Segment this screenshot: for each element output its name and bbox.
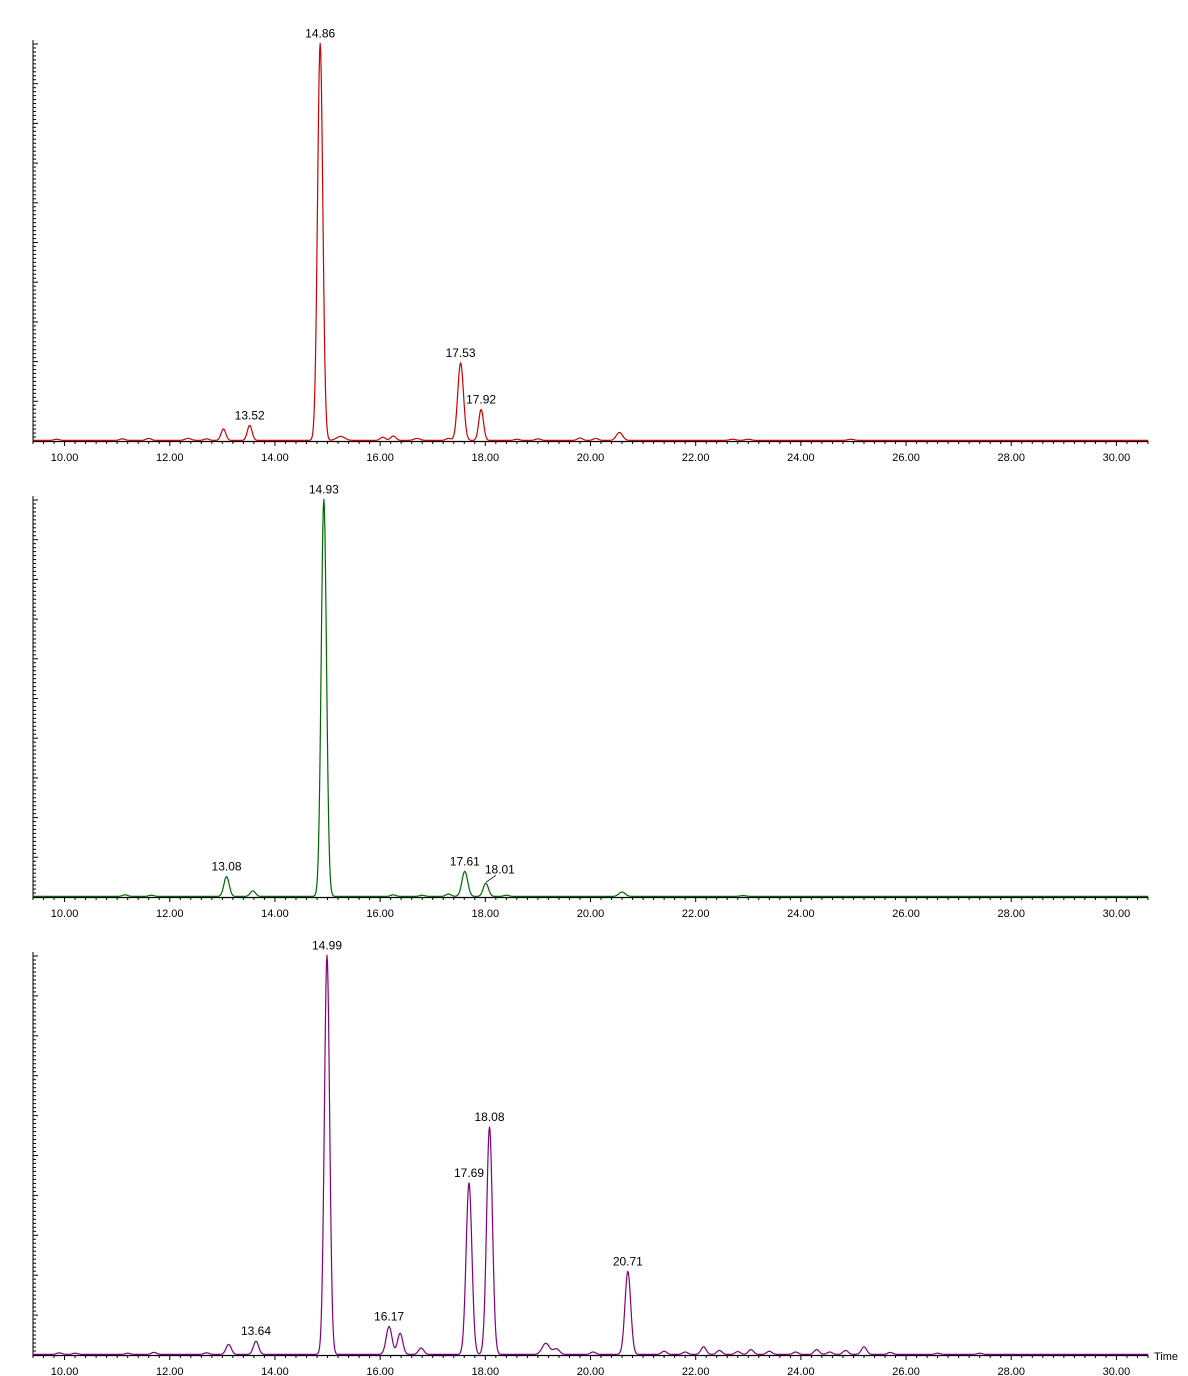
x-tick-label: 20.00: [577, 452, 605, 464]
peak-label: 13.52: [235, 408, 265, 422]
x-tick-label: 18.00: [472, 1366, 500, 1376]
x-tick-label: 28.00: [997, 452, 1025, 464]
x-tick-label: 30.00: [1103, 908, 1131, 920]
x-axis-title: Time: [1154, 1351, 1178, 1363]
chromatogram-panel-3: 10.00 12.00 14.00 16.00 18.00 20.00 22.00 24.00…: [32, 938, 1178, 1376]
peak-label-leader: [485, 874, 497, 883]
chromatogram-trace: [32, 954, 1149, 1355]
peak-label: 13.08: [212, 860, 242, 874]
x-tick-label: 16.00: [366, 1366, 394, 1376]
x-tick-label: 22.00: [682, 908, 710, 920]
peak-label: 14.93: [309, 482, 339, 496]
x-tick-label: 18.00: [472, 908, 500, 920]
x-tick-label: 14.00: [261, 1366, 289, 1376]
x-tick-label: 24.00: [787, 908, 815, 920]
chromatogram-trace: [32, 498, 1149, 897]
peak-label: 17.53: [446, 346, 476, 360]
x-tick-label: 28.00: [997, 1366, 1025, 1376]
peak-label: 14.99: [312, 938, 342, 952]
chromatogram-panel-2: 10.00 12.00 14.00 16.00 18.00 20.00 22.00 24.00…: [32, 482, 1149, 920]
peak-label: 14.86: [305, 26, 335, 40]
x-tick-label: 10.00: [51, 1366, 79, 1376]
peak-label: 18.08: [475, 1110, 505, 1124]
x-tick-label: 16.00: [366, 908, 394, 920]
peak-label: 18.01: [485, 862, 515, 876]
x-tick-label: 26.00: [892, 452, 920, 464]
x-tick-label: 26.00: [892, 908, 920, 920]
peak-label: 17.61: [450, 854, 480, 868]
x-tick-label: 24.00: [787, 1366, 815, 1376]
peak-label: 20.71: [613, 1254, 643, 1268]
x-tick-label: 20.00: [577, 1366, 605, 1376]
chromatogram-trace: [32, 42, 1149, 441]
peak-label: 13.64: [241, 1324, 271, 1338]
x-tick-label: 20.00: [577, 908, 605, 920]
peak-label: 17.92: [466, 392, 496, 406]
chromatogram-panel-1: 10.00 12.00 14.00 16.00 18.00 20.00 22.00 24.00…: [32, 26, 1149, 464]
peak-label: 16.17: [374, 1309, 404, 1323]
peak-label: 17.69: [454, 1166, 484, 1180]
x-tick-label: 22.00: [682, 452, 710, 464]
x-tick-label: 14.00: [261, 908, 289, 920]
x-tick-label: 28.00: [997, 908, 1025, 920]
x-tick-label: 18.00: [472, 452, 500, 464]
x-tick-label: 12.00: [156, 452, 184, 464]
x-tick-label: 30.00: [1103, 452, 1131, 464]
x-tick-label: 26.00: [892, 1366, 920, 1376]
x-tick-label: 10.00: [51, 908, 79, 920]
x-tick-label: 12.00: [156, 908, 184, 920]
x-tick-label: 10.00: [51, 452, 79, 464]
x-tick-label: 30.00: [1103, 1366, 1131, 1376]
x-tick-label: 12.00: [156, 1366, 184, 1376]
x-tick-label: 22.00: [682, 1366, 710, 1376]
x-tick-label: 14.00: [261, 452, 289, 464]
x-tick-label: 24.00: [787, 452, 815, 464]
x-tick-label: 16.00: [366, 452, 394, 464]
